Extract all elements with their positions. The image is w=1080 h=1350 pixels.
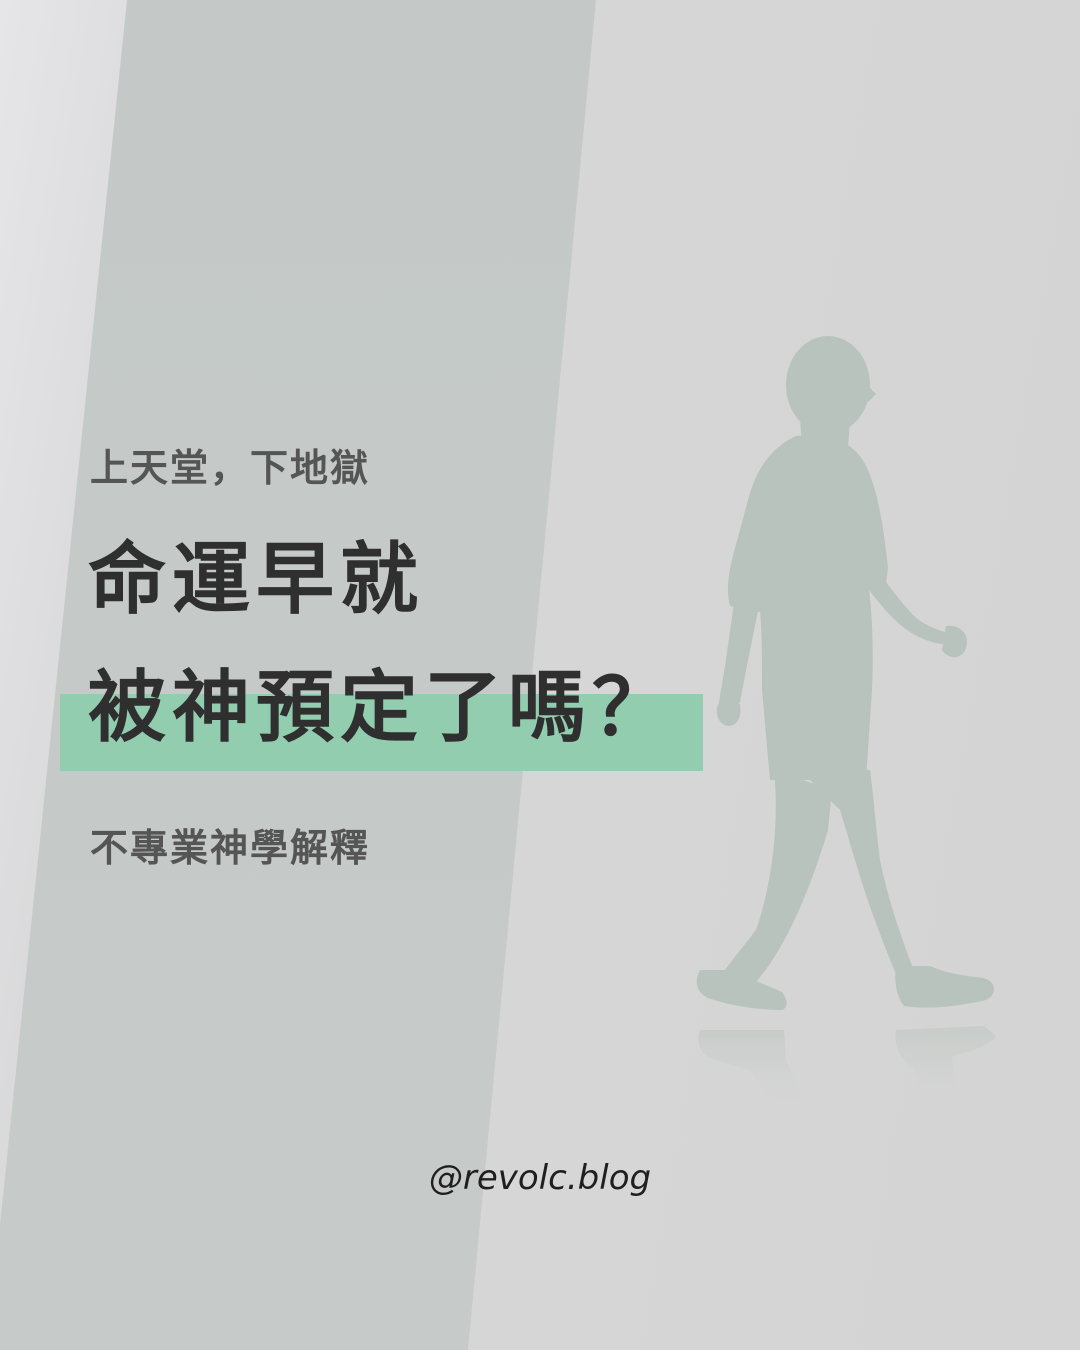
- headline-line-1: 命運早就: [88, 535, 425, 625]
- headline-line-2: 被神預定了嗎？: [88, 663, 677, 753]
- kicker-text: 上天堂，下地獄: [90, 446, 371, 490]
- subtitle-text: 不專業神學解釋: [90, 826, 371, 870]
- walking-man-silhouette: [696, 336, 996, 1120]
- headline-highlight-bar: [60, 694, 703, 771]
- blog-handle: @revolc.blog: [428, 1158, 652, 1198]
